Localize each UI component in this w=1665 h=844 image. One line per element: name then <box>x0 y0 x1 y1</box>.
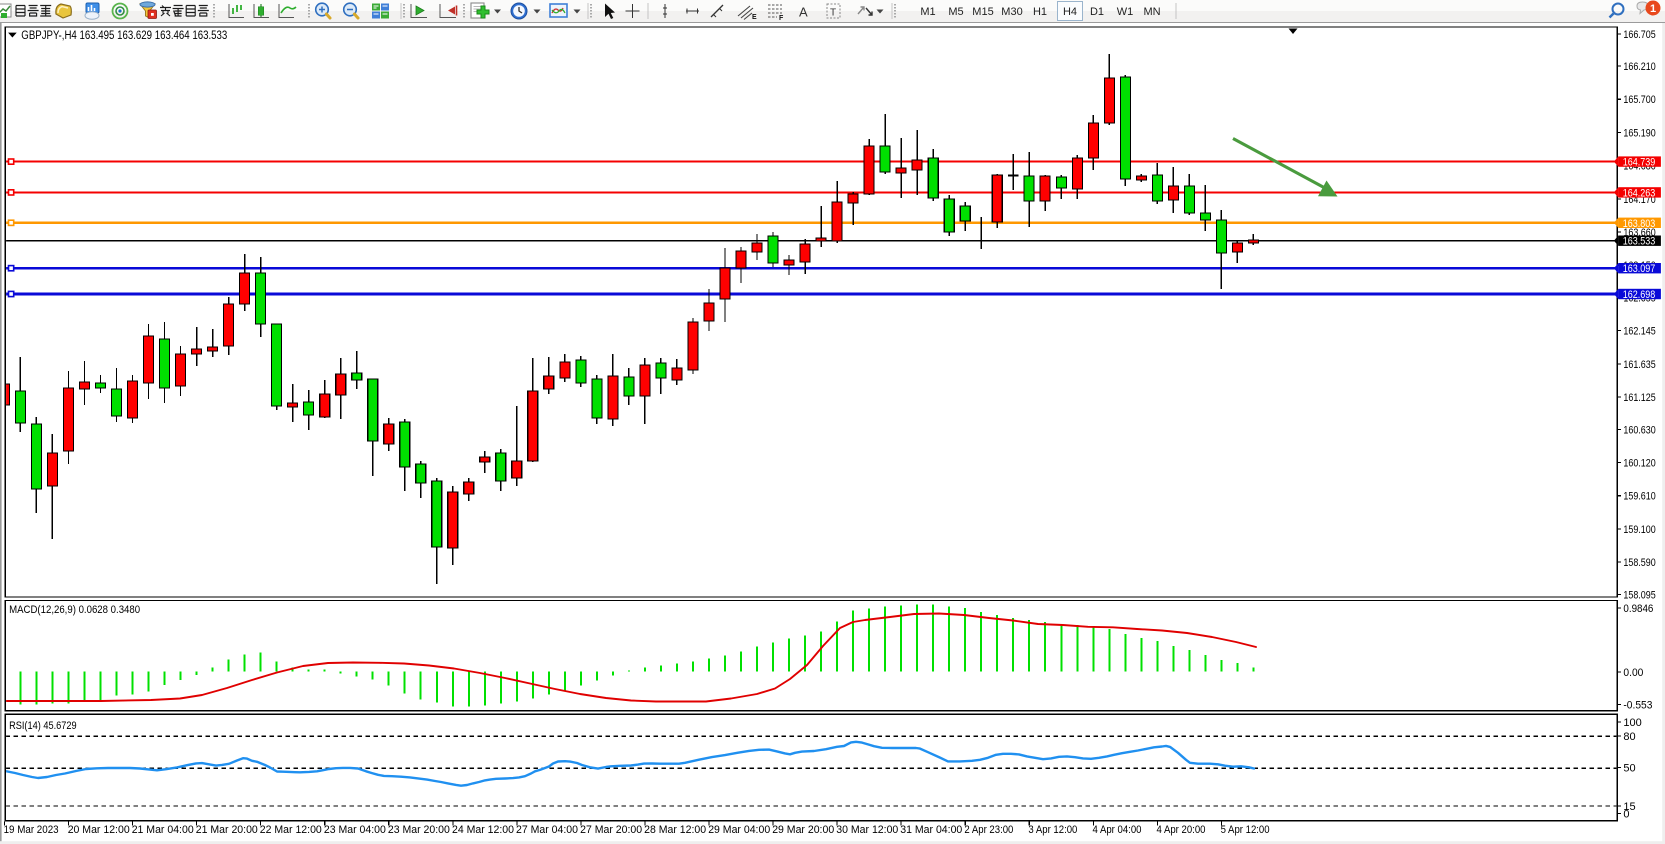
svg-text:MN: MN <box>1143 6 1160 18</box>
svg-text:0.00: 0.00 <box>1623 667 1643 679</box>
svg-text:163.097: 163.097 <box>1623 263 1656 275</box>
svg-text:50: 50 <box>1623 763 1635 775</box>
svg-text:21 Mar 04:00: 21 Mar 04:00 <box>132 824 194 836</box>
svg-text:1: 1 <box>1650 3 1656 15</box>
svg-text:W1: W1 <box>1117 6 1134 18</box>
svg-text:24 Mar 12:00: 24 Mar 12:00 <box>452 824 514 836</box>
svg-text:29 Mar 04:00: 29 Mar 04:00 <box>708 824 770 836</box>
svg-text:29 Mar 20:00: 29 Mar 20:00 <box>772 824 834 836</box>
svg-text:4 Apr 04:00: 4 Apr 04:00 <box>1093 824 1142 836</box>
svg-text:-0.553: -0.553 <box>1623 700 1652 712</box>
svg-text:19 Mar 2023: 19 Mar 2023 <box>4 824 59 836</box>
svg-text:28 Mar 12:00: 28 Mar 12:00 <box>644 824 706 836</box>
svg-text:100: 100 <box>1623 717 1641 729</box>
svg-text:M15: M15 <box>972 6 993 18</box>
svg-text:A: A <box>799 5 808 20</box>
svg-text:D1: D1 <box>1090 6 1104 18</box>
svg-text:27 Mar 20:00: 27 Mar 20:00 <box>580 824 642 836</box>
svg-text:159.610: 159.610 <box>1623 491 1655 503</box>
svg-text:5 Apr 12:00: 5 Apr 12:00 <box>1221 824 1270 836</box>
svg-text:30 Mar 12:00: 30 Mar 12:00 <box>836 824 898 836</box>
svg-text:27 Mar 04:00: 27 Mar 04:00 <box>516 824 578 836</box>
svg-text:21 Mar 20:00: 21 Mar 20:00 <box>196 824 258 836</box>
svg-text:15: 15 <box>1623 801 1635 813</box>
svg-text:0: 0 <box>1623 809 1629 821</box>
svg-text:161.125: 161.125 <box>1623 392 1655 404</box>
svg-text:158.095: 158.095 <box>1623 589 1655 601</box>
svg-text:165.700: 165.700 <box>1623 94 1655 106</box>
svg-text:31 Mar 04:00: 31 Mar 04:00 <box>900 824 962 836</box>
svg-text:160.630: 160.630 <box>1623 424 1655 436</box>
svg-text:2 Apr 23:00: 2 Apr 23:00 <box>964 824 1013 836</box>
svg-text:M5: M5 <box>948 6 963 18</box>
svg-text:M1: M1 <box>920 6 935 18</box>
svg-text:4 Apr 20:00: 4 Apr 20:00 <box>1157 824 1206 836</box>
svg-text:158.590: 158.590 <box>1623 557 1655 569</box>
svg-text:23 Mar 20:00: 23 Mar 20:00 <box>388 824 450 836</box>
svg-text:E: E <box>752 14 757 21</box>
svg-text:162.698: 162.698 <box>1623 289 1656 301</box>
svg-text:M30: M30 <box>1001 6 1022 18</box>
svg-text:3 Apr 12:00: 3 Apr 12:00 <box>1028 824 1077 836</box>
svg-text:H4: H4 <box>1063 6 1077 18</box>
svg-text:162.145: 162.145 <box>1623 326 1655 338</box>
svg-text:23 Mar 04:00: 23 Mar 04:00 <box>324 824 386 836</box>
svg-text:MACD(12,26,9) 0.0628 0.3480: MACD(12,26,9) 0.0628 0.3480 <box>9 604 140 616</box>
svg-text:165.190: 165.190 <box>1623 127 1655 139</box>
svg-text:163.803: 163.803 <box>1623 218 1656 230</box>
svg-text:164.739: 164.739 <box>1623 157 1656 169</box>
svg-text:0.9846: 0.9846 <box>1623 603 1653 615</box>
svg-text:22 Mar 12:00: 22 Mar 12:00 <box>260 824 322 836</box>
svg-text:161.635: 161.635 <box>1623 359 1655 371</box>
svg-text:164.263: 164.263 <box>1623 187 1656 199</box>
svg-text:F: F <box>779 15 784 22</box>
svg-text:159.100: 159.100 <box>1623 524 1655 536</box>
svg-text:T: T <box>830 8 836 19</box>
svg-text:163.533: 163.533 <box>1623 236 1656 248</box>
svg-text:166.705: 166.705 <box>1623 29 1655 41</box>
svg-text:GBPJPY-,H4 163.495 163.629 16: GBPJPY-,H4 163.495 163.629 163.464 163.5… <box>21 30 227 42</box>
svg-text:H1: H1 <box>1033 6 1047 18</box>
svg-text:160.120: 160.120 <box>1623 458 1655 470</box>
svg-text:80: 80 <box>1623 731 1635 743</box>
svg-text:166.210: 166.210 <box>1623 61 1655 73</box>
svg-text:20 Mar 12:00: 20 Mar 12:00 <box>68 824 130 836</box>
svg-text:RSI(14) 45.6729: RSI(14) 45.6729 <box>9 720 77 732</box>
